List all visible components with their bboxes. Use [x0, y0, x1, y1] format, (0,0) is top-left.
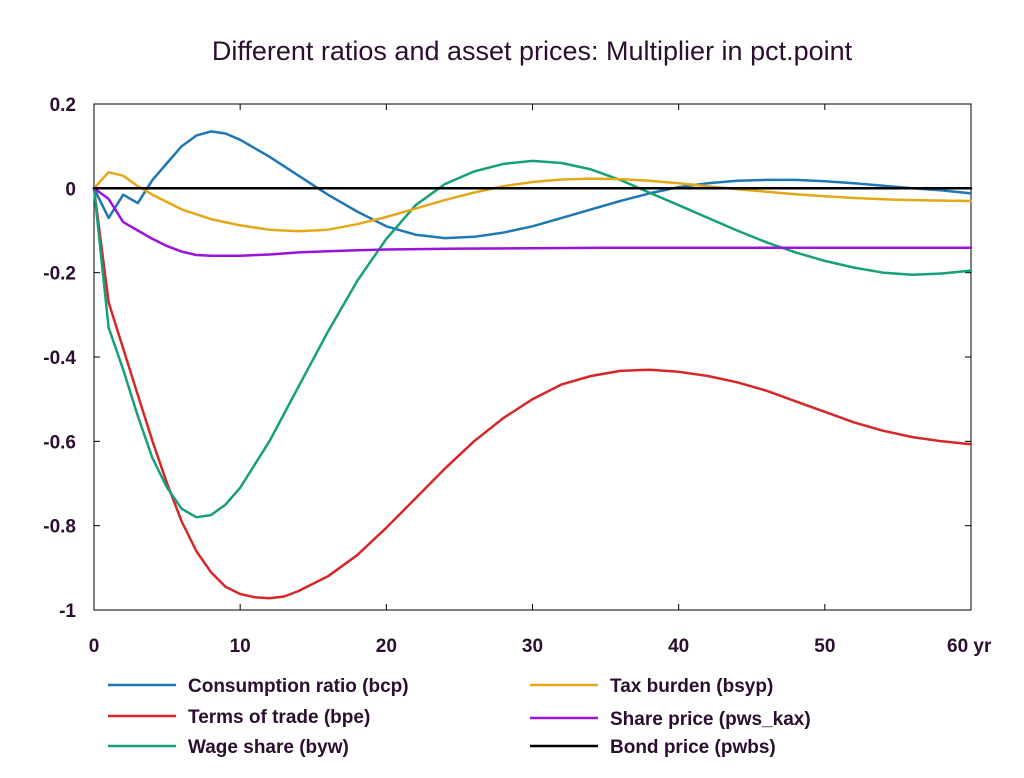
- x-tick-label: 30: [522, 636, 543, 657]
- legend-label-1: Terms of trade (bpe): [188, 707, 370, 728]
- plot-area: 0.2 0 -0.2 -0.4 -0.6 -0.8 -1 0 10 20 30 40 50 60 yr: [43, 95, 992, 657]
- series-lines: [92, 130, 973, 600]
- legend: Consumption ratio (bcp) Terms of trade (b…: [108, 676, 811, 758]
- plot-frame: [93, 103, 972, 611]
- x-tick-label: 50: [814, 636, 835, 657]
- series-line-4: [92, 187, 973, 258]
- legend-label-5: Bond price (pwbs): [610, 737, 776, 758]
- y-tick-label: 0: [65, 179, 76, 200]
- legend-label-4: Share price (pws_kax): [610, 709, 811, 730]
- series-line-3: [92, 171, 973, 233]
- y-tick-label: -0.2: [43, 264, 76, 285]
- y-tick-label: -1: [59, 601, 76, 622]
- legend-label-2: Wage share (byw): [188, 737, 349, 758]
- y-tick-label: -0.6: [43, 432, 76, 453]
- x-tick-label: 10: [230, 636, 251, 657]
- y-tick-label: -0.8: [43, 517, 76, 538]
- chart-title: Different ratios and asset prices: Multi…: [212, 36, 853, 66]
- x-tick-label: 20: [376, 636, 397, 657]
- legend-label-3: Tax burden (bsyp): [610, 676, 773, 697]
- y-tick-label: 0.2: [50, 95, 76, 116]
- y-tick-label: -0.4: [43, 348, 76, 369]
- axis-ticks: 0.2 0 -0.2 -0.4 -0.6 -0.8 -1 0 10 20 30 40 50 60 yr: [43, 95, 992, 657]
- series-line-0: [92, 130, 973, 240]
- x-tick-label: 0: [89, 636, 100, 657]
- x-tick-label: 60 yr: [947, 636, 992, 657]
- legend-label-0: Consumption ratio (bcp): [188, 676, 409, 697]
- series-line-1: [92, 187, 973, 600]
- series-line-2: [92, 159, 973, 519]
- x-tick-label: 40: [668, 636, 689, 657]
